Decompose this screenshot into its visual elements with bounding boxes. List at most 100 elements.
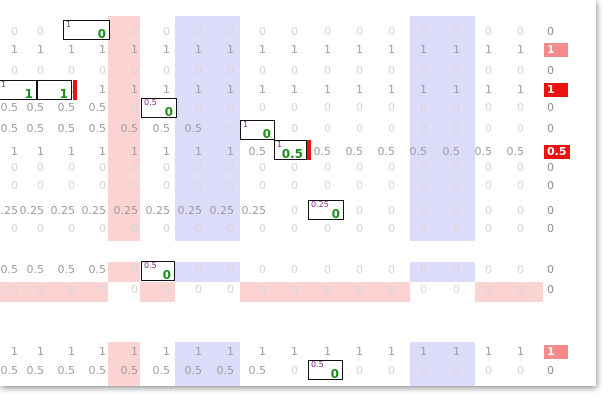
grid-cell: 0 xyxy=(420,101,427,114)
grid-cell xyxy=(14,306,46,322)
grid-cell: 0 xyxy=(485,283,492,296)
grid-cell: 0 xyxy=(517,204,524,217)
grid-cell: 0 xyxy=(163,179,170,192)
grid-cell xyxy=(333,326,365,342)
grid-cell: 0.5 xyxy=(0,101,19,114)
cell-superscript: 0.5 xyxy=(311,360,324,369)
row-result-cell: 0 xyxy=(547,101,554,114)
grid-cell: 0 xyxy=(37,179,44,192)
grid-cell: 0.5 xyxy=(26,364,45,377)
grid-cell: 0 xyxy=(291,283,298,296)
grid-cell: 0.25 xyxy=(0,204,18,217)
grid-cell: 0 xyxy=(259,179,266,192)
grid-cell: 0 xyxy=(485,161,492,174)
grid-cell: 0.25 xyxy=(81,204,107,217)
grid-cell: 1 xyxy=(68,145,75,158)
grid-cell: 0 xyxy=(388,364,395,377)
grid-cell: 0 xyxy=(453,222,460,235)
grid-cell: 0.5 xyxy=(474,145,493,158)
grid-cell: 1 xyxy=(131,43,138,56)
cell-value: 1 xyxy=(59,87,68,101)
cell-value: 1 xyxy=(24,87,33,101)
grid-cell xyxy=(397,326,429,342)
grid-cell: 0 xyxy=(37,64,44,77)
grid-cell: 1 xyxy=(99,43,106,56)
cell-value: 0 xyxy=(97,27,106,41)
cell-value: 0 xyxy=(162,268,171,282)
grid-cell: 0 xyxy=(356,101,363,114)
grid-cell: 0 xyxy=(195,263,202,276)
grid-cell: 1 xyxy=(291,345,298,358)
grid-cell: 0 xyxy=(163,283,170,296)
grid-cell: 1 xyxy=(37,145,44,158)
grid-cell: 0 xyxy=(195,161,202,174)
grid-cell: 0 xyxy=(388,161,395,174)
grid-cell: 1 xyxy=(195,345,202,358)
grid-cell: 0.25 xyxy=(177,204,203,217)
grid-cell: 0.5 xyxy=(0,364,19,377)
grid-cell: 0 xyxy=(195,222,202,235)
grid-cell: 0 xyxy=(259,64,266,77)
grid-cell: 0 xyxy=(259,222,266,235)
grid-cell: 0 xyxy=(324,263,331,276)
grid-cell: 0 xyxy=(453,179,460,192)
grid-cell: 0 xyxy=(517,364,524,377)
grid-cell xyxy=(140,326,172,342)
annotated-cell: 1 xyxy=(37,80,72,101)
grid-cell: 0 xyxy=(517,25,524,38)
grid-cell xyxy=(462,326,494,342)
row-band-pink xyxy=(0,282,108,302)
grid-cell: 0 xyxy=(259,161,266,174)
row-result-cell: 0 xyxy=(547,161,554,174)
grid-cell: 0 xyxy=(324,25,331,38)
grid-cell: 0 xyxy=(131,283,138,296)
row-result-cell xyxy=(544,247,576,263)
grid-cell: 0.25 xyxy=(209,204,235,217)
grid-cell: 1 xyxy=(388,83,395,96)
row-result-cell: 0 xyxy=(547,283,554,296)
grid-cell: 0 xyxy=(11,64,18,77)
grid-cell: 0 xyxy=(517,179,524,192)
matrix-panel: 0000000000000000001111111111111111110000… xyxy=(0,16,576,386)
grid-cell xyxy=(236,247,268,263)
grid-cell: 0 xyxy=(227,25,234,38)
grid-cell: 1 xyxy=(517,345,524,358)
grid-cell: 1 xyxy=(99,145,106,158)
grid-cell: 0 xyxy=(131,263,138,276)
grid-cell: 0 xyxy=(356,364,363,377)
grid-cell: 0 xyxy=(163,222,170,235)
grid-cell: 0.5 xyxy=(120,122,139,135)
grid-cell xyxy=(430,326,462,342)
grid-cell xyxy=(301,326,333,342)
column-band-blue xyxy=(175,262,240,282)
grid-cell: 0 xyxy=(291,161,298,174)
grid-cell: 0 xyxy=(420,25,427,38)
grid-cell: 0 xyxy=(324,283,331,296)
grid-cell: 0.25 xyxy=(19,204,45,217)
grid-cell: 0 xyxy=(485,101,492,114)
column-band-blue xyxy=(175,16,240,241)
grid-cell: 0.5 xyxy=(216,364,235,377)
row-band-pink xyxy=(140,282,175,302)
grid-cell: 0 xyxy=(356,25,363,38)
grid-cell: 0 xyxy=(324,122,331,135)
row-result-cell: 0 xyxy=(547,222,554,235)
grid-cell xyxy=(108,247,140,263)
grid-cell: 0 xyxy=(453,283,460,296)
grid-cell xyxy=(301,306,333,322)
grid-cell xyxy=(365,306,397,322)
grid-cell: 1 xyxy=(485,43,492,56)
grid-cell: 0 xyxy=(68,222,75,235)
grid-cell: 0.25 xyxy=(50,204,76,217)
grid-cell: 0 xyxy=(259,101,266,114)
grid-cell xyxy=(397,247,429,263)
grid-cell: 0 xyxy=(453,263,460,276)
grid-cell: 0 xyxy=(420,222,427,235)
grid-cell: 0 xyxy=(420,263,427,276)
change-marker xyxy=(73,80,77,100)
grid-cell: 0.5 xyxy=(57,122,76,135)
grid-cell: 0 xyxy=(259,283,266,296)
cell-superscript: 1 xyxy=(66,20,72,29)
row-result-cell: 0 xyxy=(547,179,554,192)
